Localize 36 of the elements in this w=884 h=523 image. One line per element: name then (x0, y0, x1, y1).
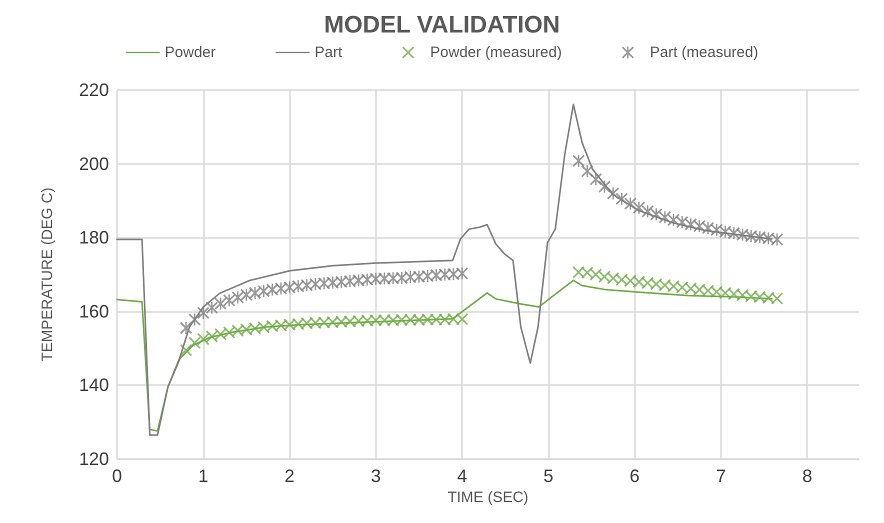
point (650, 278, 662, 290)
x-tick-label: 7 (716, 466, 726, 486)
point (456, 267, 468, 280)
legend-label: Powder (measured) (430, 44, 562, 61)
x-tick-label: 4 (457, 466, 468, 486)
point (771, 233, 784, 246)
x-tick-label: 5 (543, 466, 554, 486)
x-tick-label: 0 (112, 466, 122, 486)
x-axis-title: TIME (SEC) (448, 488, 528, 506)
point (223, 294, 236, 306)
x-tick-label: 3 (370, 466, 381, 486)
point (249, 286, 262, 299)
y-tick-label: 200 (78, 154, 109, 174)
point (214, 298, 227, 310)
chart-title: MODEL VALIDATION (324, 12, 560, 38)
y-tick-label: 160 (78, 301, 109, 322)
legend-label: Powder (164, 44, 216, 61)
point (616, 274, 628, 286)
legend-label: Part (314, 44, 343, 61)
y-tick-label: 220 (78, 80, 109, 100)
y-tick-label: 120 (78, 449, 109, 469)
y-axis-title: TEMPERATURE (DEG C) (39, 188, 56, 362)
x-tick-label: 6 (630, 466, 640, 486)
y-tick-label: 140 (78, 375, 109, 396)
point (572, 154, 585, 167)
point (771, 292, 784, 304)
y-tick-label: 180 (78, 228, 109, 248)
point (581, 266, 594, 279)
x-tick-label: 8 (802, 466, 812, 486)
point (642, 276, 654, 289)
x-tick-label: 2 (284, 466, 295, 486)
point (590, 268, 602, 280)
legend-label: Part (measured) (650, 44, 758, 61)
x-tick-label: 1 (198, 466, 208, 486)
point (232, 291, 244, 304)
point (658, 279, 671, 292)
